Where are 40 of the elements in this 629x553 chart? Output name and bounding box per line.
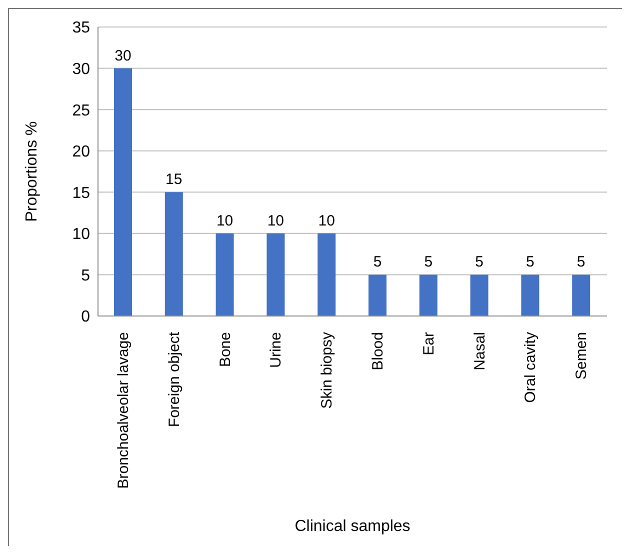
x-tick-label: Ear — [420, 332, 438, 356]
x-tick-label: Blood — [369, 332, 386, 370]
y-tick-label: 25 — [72, 102, 90, 120]
data-label: 5 — [424, 254, 433, 271]
bar — [521, 274, 540, 316]
bar — [318, 233, 336, 316]
bar — [470, 274, 488, 316]
data-label: 10 — [267, 212, 284, 230]
y-tick-label: 30 — [72, 60, 90, 78]
bar — [114, 68, 132, 316]
x-tick-label: Bone — [216, 332, 234, 368]
x-tick-label: Foreign object — [166, 331, 183, 428]
bar — [572, 274, 590, 316]
y-tick-label: 0 — [81, 308, 90, 326]
x-tick-label: Oral cavity — [522, 332, 540, 403]
bar — [419, 274, 438, 316]
x-axis-title: Clinical samples — [294, 518, 410, 535]
data-label: 5 — [526, 254, 534, 271]
data-label: 5 — [576, 254, 586, 271]
x-tick-label: Urine — [268, 332, 285, 368]
data-label: 10 — [216, 212, 234, 230]
data-label: 30 — [114, 47, 132, 64]
y-tick-label: 10 — [72, 226, 90, 244]
bar — [368, 274, 386, 316]
x-tick-label: Bronchoalveolar lavage — [114, 332, 132, 489]
x-tick-label: Skin biopsy — [318, 332, 336, 409]
data-label: 5 — [475, 254, 484, 271]
data-label: 10 — [318, 212, 335, 230]
y-tick-label: 20 — [72, 144, 90, 161]
x-tick-label: Nasal — [471, 332, 488, 370]
data-label: 15 — [166, 171, 182, 188]
y-tick-label: 5 — [81, 267, 90, 284]
bar — [164, 192, 183, 316]
y-tick-label: 35 — [72, 20, 90, 37]
bar — [216, 233, 234, 316]
data-label: 5 — [373, 254, 382, 271]
bar — [266, 233, 285, 316]
y-axis-title: Proportions % — [24, 121, 41, 222]
y-tick-label: 15 — [72, 184, 90, 202]
x-tick-label: Semen — [573, 332, 590, 380]
